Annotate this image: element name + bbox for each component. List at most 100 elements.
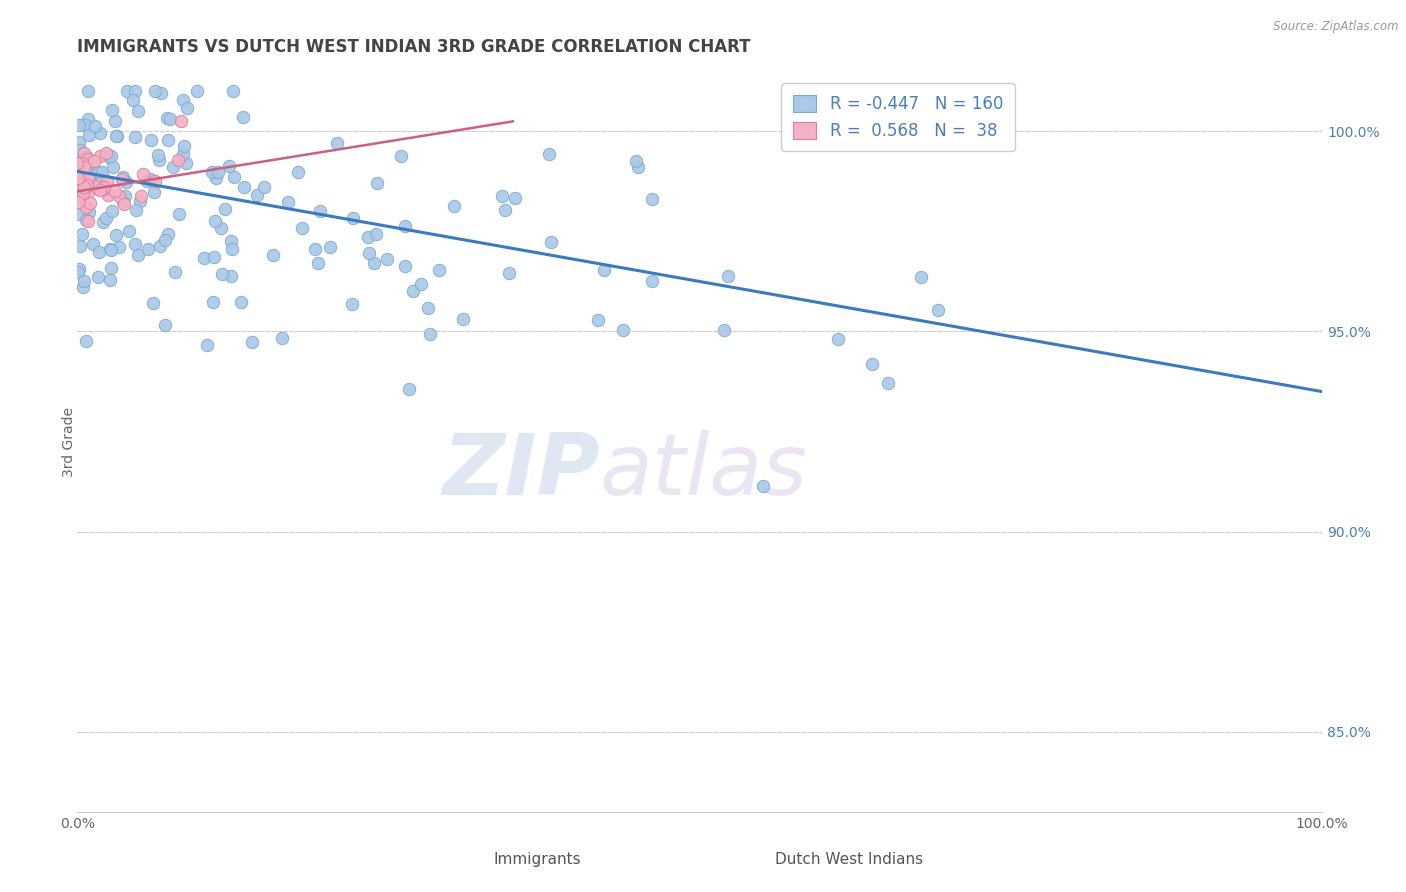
Point [612, 323, 634, 337]
Text: Dutch West Indians: Dutch West Indians [775, 853, 922, 867]
Point [84, 119, 107, 133]
Point [105, 128, 128, 143]
Point [82, 236, 104, 251]
Point [443, 199, 465, 213]
Text: atlas: atlas [600, 430, 808, 513]
Point [172, 93, 194, 107]
Point [72, 186, 94, 200]
Point [174, 155, 197, 169]
Point [204, 214, 226, 228]
Point [98, 273, 121, 287]
Point [157, 133, 180, 147]
Point [87, 269, 110, 284]
Point [67, 207, 90, 221]
Point [173, 139, 195, 153]
Text: Source: ZipAtlas.com: Source: ZipAtlas.com [1274, 20, 1399, 33]
Point [142, 295, 165, 310]
Point [94, 145, 117, 160]
Point [163, 264, 186, 278]
Point [100, 244, 122, 258]
Y-axis label: 3rd Grade: 3rd Grade [62, 407, 76, 476]
Point [124, 130, 146, 145]
Point [262, 248, 284, 262]
Point [73, 180, 96, 194]
Point [100, 149, 122, 163]
Point [291, 220, 314, 235]
Point [326, 136, 349, 150]
Point [77, 157, 100, 171]
Point [640, 274, 662, 288]
Point [79, 196, 101, 211]
Point [309, 204, 332, 219]
Point [287, 165, 309, 179]
Point [363, 256, 385, 270]
Point [107, 240, 129, 254]
Text: Immigrants: Immigrants [494, 853, 582, 867]
Point [91, 164, 114, 178]
Point [79, 128, 101, 143]
Point [112, 170, 135, 185]
Point [494, 203, 516, 218]
Point [98, 242, 121, 256]
Point [75, 334, 97, 348]
Point [112, 196, 135, 211]
Point [419, 326, 441, 341]
Point [186, 84, 208, 98]
Point [751, 479, 773, 493]
Point [593, 263, 616, 277]
Point [118, 225, 141, 239]
Point [389, 148, 412, 162]
Point [66, 156, 89, 170]
Point [910, 269, 932, 284]
Point [172, 146, 194, 161]
Point [253, 180, 276, 194]
Point [342, 211, 364, 226]
Point [398, 382, 420, 396]
Point [155, 234, 177, 248]
Point [83, 154, 105, 169]
Point [69, 191, 91, 205]
Point [67, 177, 90, 191]
Point [75, 213, 97, 227]
Point [66, 153, 89, 167]
Point [89, 183, 111, 197]
Point [77, 205, 100, 219]
Point [162, 160, 184, 174]
Point [537, 147, 560, 161]
Point [357, 229, 380, 244]
Point [156, 112, 179, 126]
Point [67, 118, 90, 132]
Point [201, 294, 224, 309]
Point [366, 176, 388, 190]
Point [132, 167, 155, 181]
Point [540, 235, 562, 249]
Point [93, 179, 115, 194]
Point [69, 239, 91, 253]
Point [76, 214, 98, 228]
Point [139, 172, 162, 186]
Point [112, 194, 135, 209]
Point [76, 178, 98, 192]
Point [427, 262, 450, 277]
Point [76, 152, 98, 166]
Point [127, 248, 149, 262]
Point [342, 297, 364, 311]
Point [148, 148, 170, 162]
Point [73, 119, 96, 133]
Point [170, 113, 193, 128]
Point [129, 194, 152, 209]
Point [136, 242, 159, 256]
Point [117, 84, 139, 98]
Point [209, 220, 232, 235]
Point [101, 160, 124, 174]
Point [127, 103, 149, 118]
Point [211, 267, 233, 281]
Point [219, 234, 242, 248]
Point [717, 268, 740, 283]
Point [143, 186, 166, 200]
Point [319, 239, 342, 253]
Point [166, 153, 188, 167]
Point [641, 192, 664, 206]
Point [87, 244, 110, 259]
Point [416, 301, 439, 315]
